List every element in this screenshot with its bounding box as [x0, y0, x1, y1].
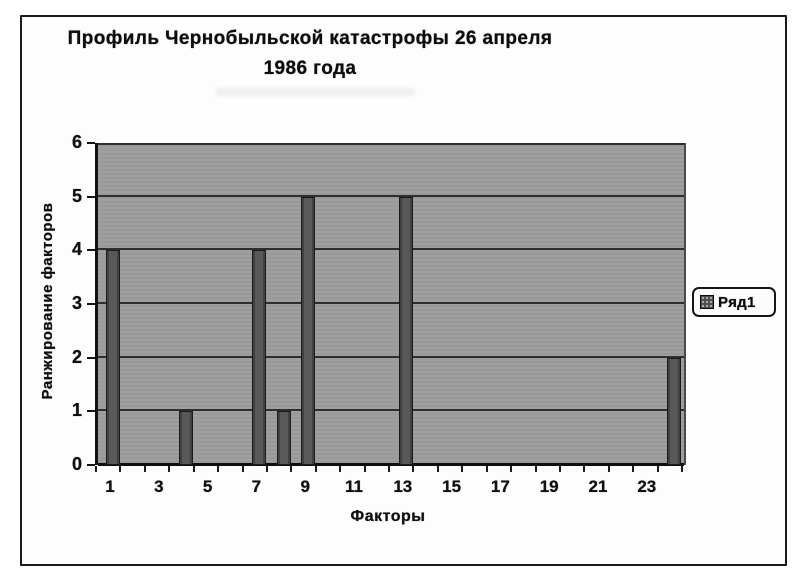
- x-tick-label-7: 7: [251, 477, 262, 496]
- chart-title-line2: 1986 года: [263, 58, 357, 79]
- y-tick-label-6: 6: [71, 132, 82, 152]
- x-tick-label-3: 3: [154, 477, 164, 496]
- bar-category-1: [106, 250, 120, 465]
- x-axis-tick-17: [510, 466, 513, 472]
- legend-box: Ряд1: [692, 287, 776, 317]
- x-axis-tick-5: [217, 466, 220, 472]
- x-axis-tick-23: [656, 466, 659, 472]
- x-axis-tick-13: [412, 466, 415, 472]
- scan-smudge: [215, 88, 415, 96]
- y-axis-tick-4: [87, 249, 95, 252]
- x-tick-label-11: 11: [345, 477, 363, 496]
- y-axis-tick-0: [87, 464, 95, 466]
- x-axis-tick-24: [681, 466, 683, 472]
- y-axis-tick-1: [87, 410, 95, 413]
- gridline-1: [98, 409, 684, 412]
- x-axis-tick-12: [388, 466, 390, 472]
- x-tick-label-23: 23: [637, 477, 657, 496]
- bar-category-8: [276, 411, 291, 465]
- bar-category-7: [252, 250, 267, 465]
- x-axis-tick-1: [119, 466, 122, 472]
- x-tick-label-9: 9: [300, 477, 310, 496]
- y-tick-label-3: 3: [71, 293, 82, 313]
- x-tick-label-21: 21: [588, 477, 608, 496]
- x-tick-label-15: 15: [442, 477, 462, 496]
- x-axis-tick-16: [485, 466, 488, 472]
- x-axis-tick-0: [95, 466, 97, 472]
- x-tick-label-13: 13: [393, 477, 413, 496]
- chart-title: Профиль Чернобыльской катастрофы 26 апре…: [20, 24, 600, 84]
- y-axis-tick-6: [87, 142, 95, 144]
- y-tick-label-5: 5: [71, 185, 82, 206]
- x-axis-tick-15: [461, 466, 464, 472]
- x-axis-title: Факторы: [350, 508, 426, 525]
- legend-series-swatch-icon: [700, 295, 714, 309]
- x-axis-tick-19: [558, 466, 561, 472]
- y-axis-tick-2: [87, 356, 95, 359]
- y-tick-label-0: 0: [71, 454, 82, 474]
- x-axis-tick-22: [632, 466, 635, 472]
- gridline-6: [98, 143, 684, 145]
- x-tick-label-5: 5: [202, 477, 213, 496]
- x-axis-tick-21: [607, 466, 610, 472]
- x-tick-label-1: 1: [105, 477, 115, 496]
- x-axis-tick-4: [192, 466, 195, 472]
- legend-series-label: Ряд1: [718, 293, 756, 311]
- y-axis-tick-5: [87, 195, 95, 198]
- bar-category-4: [179, 411, 194, 465]
- x-tick-label-19: 19: [539, 477, 559, 496]
- x-axis-tick-11: [363, 466, 366, 472]
- x-axis-tick-9: [314, 466, 317, 472]
- x-axis-tick-8: [290, 466, 293, 472]
- x-axis-tick-6: [241, 466, 244, 472]
- x-axis-tick-20: [583, 466, 586, 472]
- gridline-2: [98, 355, 684, 358]
- gridline-4: [98, 248, 684, 251]
- y-tick-label-1: 1: [71, 400, 82, 421]
- bar-category-13: [398, 196, 413, 465]
- x-tick-label-17: 17: [490, 477, 510, 496]
- y-axis-tick-3: [87, 303, 95, 305]
- y-tick-label-4: 4: [71, 239, 82, 260]
- y-tick-label-2: 2: [71, 346, 82, 367]
- gridline-0: [98, 463, 684, 466]
- x-axis-tick-3: [168, 466, 171, 472]
- gridline-5: [98, 194, 684, 197]
- bar-category-9: [301, 196, 316, 465]
- x-axis-tick-2: [143, 466, 146, 472]
- chart-title-line1: Профиль Чернобыльской катастрофы 26 апре…: [67, 28, 553, 49]
- x-axis-tick-10: [339, 466, 342, 472]
- x-axis-tick-7: [265, 466, 268, 472]
- x-axis-tick-18: [534, 466, 537, 472]
- x-axis-tick-14: [436, 466, 439, 472]
- bar-category-24: [667, 357, 682, 465]
- plot-area: [95, 143, 686, 466]
- gridline-3: [98, 302, 684, 304]
